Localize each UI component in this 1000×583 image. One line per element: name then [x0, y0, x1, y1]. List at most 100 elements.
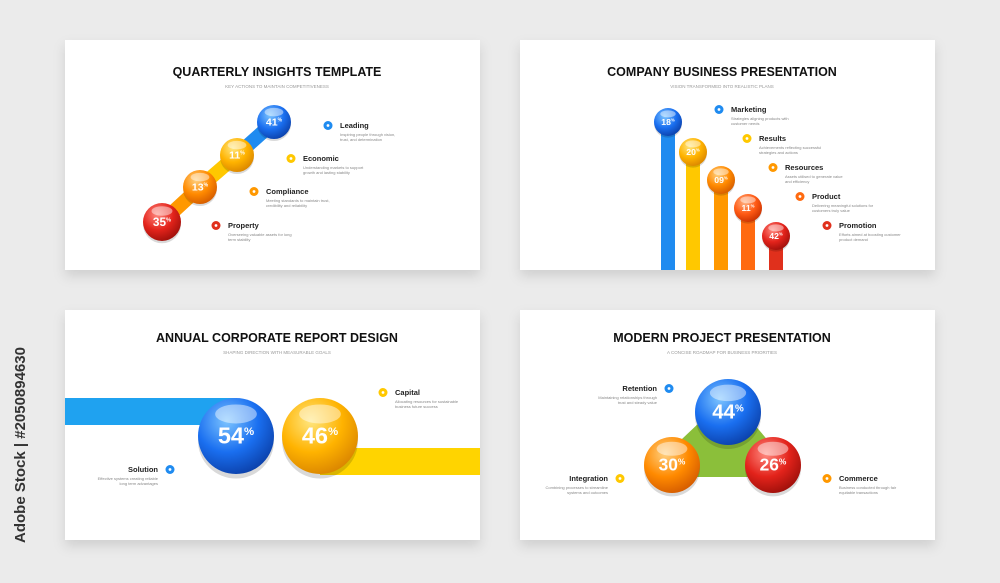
- ball: [734, 194, 762, 222]
- ball: [654, 108, 682, 136]
- item-icon-center: [326, 124, 330, 127]
- item-label: Promotion: [839, 221, 877, 230]
- percent: 41%: [266, 116, 283, 128]
- ball-highlight: [264, 107, 284, 117]
- ball: [220, 138, 254, 172]
- ball-highlight: [660, 110, 676, 118]
- item-description: Achievements reflecting successful: [759, 145, 821, 150]
- slide-subtitle: SHAPING DIRECTION WITH MEASURABLE GOALS: [223, 350, 331, 355]
- item-icon-center: [825, 224, 829, 227]
- item-icon-center: [745, 137, 749, 140]
- percent-value: 46: [302, 423, 328, 449]
- item-description: business future success: [395, 404, 438, 409]
- slide-title: MODERN PROJECT PRESENTATION: [613, 331, 831, 345]
- slide-title: COMPANY BUSINESS PRESENTATION: [607, 65, 837, 79]
- percent: 11%: [742, 203, 755, 213]
- side-credit: Adobe Stock | #2050894630: [12, 347, 29, 543]
- percent-value: 11: [742, 203, 751, 213]
- ball: [707, 166, 735, 194]
- item-description: credibility and reliability: [266, 203, 307, 208]
- percent-unit: %: [328, 426, 338, 438]
- percent-value: 44: [712, 401, 735, 424]
- slide-subtitle: VISION TRANSFORMED INTO REALISTIC PLANS: [670, 84, 774, 89]
- percent: 46%: [302, 423, 338, 449]
- ball-highlight: [709, 384, 747, 402]
- ball-highlight: [740, 196, 756, 204]
- item-description: Combining processes to streamline: [546, 485, 609, 490]
- item-label: Capital: [395, 388, 420, 397]
- ball: [762, 222, 790, 250]
- percent-unit: %: [671, 118, 675, 123]
- percent-value: 20: [686, 147, 696, 157]
- column: [686, 152, 700, 270]
- ball: [143, 203, 181, 241]
- ball: [745, 437, 801, 493]
- item-icon-center: [214, 224, 218, 227]
- item-icon-center: [618, 477, 622, 480]
- percent-unit: %: [166, 218, 171, 224]
- item-label: Compliance: [266, 187, 309, 196]
- ball-highlight: [190, 172, 210, 182]
- item-description: Overseeing valuable assets for long: [228, 232, 292, 237]
- item-icon-center: [771, 166, 775, 169]
- percent: 11%: [229, 149, 245, 161]
- slide-card: [65, 40, 480, 270]
- column: [661, 122, 675, 270]
- item-label: Commerce: [839, 474, 878, 483]
- item-description: long term advantages: [120, 481, 158, 486]
- item-description: equitable transactions: [839, 490, 878, 495]
- item-description: Allocating resources for sustainable: [395, 399, 459, 404]
- item-description: trust and steady value: [618, 400, 658, 405]
- item-icon-center: [798, 195, 802, 198]
- item-label: Property: [228, 221, 260, 230]
- percent: 09%: [714, 175, 728, 185]
- column: [741, 208, 755, 270]
- percent-unit: %: [779, 456, 787, 466]
- ball: [695, 379, 761, 445]
- item-description: Efforts aimed at boosting customer: [839, 232, 901, 237]
- item-icon-center: [825, 477, 829, 480]
- ball: [679, 138, 707, 166]
- item-icon-center: [667, 387, 671, 390]
- ball-highlight: [151, 206, 173, 216]
- item-label: Leading: [340, 121, 369, 130]
- item-label: Solution: [128, 465, 158, 474]
- percent-value: 54: [218, 423, 244, 449]
- item-label: Economic: [303, 154, 339, 163]
- ball: [257, 105, 291, 139]
- percent-value: 42: [769, 231, 779, 241]
- percent-value: 35: [153, 216, 167, 229]
- percent: 54%: [218, 423, 254, 449]
- item-description: Assets utilised to generate value: [785, 174, 843, 179]
- percent: 44%: [712, 401, 744, 424]
- item-icon-center: [252, 190, 256, 193]
- item-description: term stability: [228, 237, 250, 242]
- item-description: Inspiring people through vision,: [340, 132, 395, 137]
- ball: [644, 437, 700, 493]
- item-description: Effective systems creating reliable: [98, 476, 159, 481]
- percent-unit: %: [779, 232, 783, 237]
- ball: [282, 398, 358, 474]
- percent-value: 11: [229, 149, 240, 161]
- item-icon-center: [289, 157, 293, 160]
- ball-highlight: [656, 441, 688, 456]
- percent: 13%: [192, 181, 209, 193]
- percent-unit: %: [696, 148, 700, 153]
- item-description: systems and outcomes: [567, 490, 608, 495]
- item-description: Strategies aligning products with: [731, 116, 789, 121]
- percent: 30%: [659, 455, 686, 475]
- item-label: Retention: [622, 384, 657, 393]
- item-label: Integration: [569, 474, 608, 483]
- ball-highlight: [685, 140, 701, 148]
- percent: 18%: [661, 117, 675, 127]
- item-icon-center: [168, 468, 172, 471]
- item-label: Resources: [785, 163, 823, 172]
- ball-highlight: [768, 224, 784, 232]
- slide-title: ANNUAL CORPORATE REPORT DESIGN: [156, 331, 398, 345]
- item-description: Meeting standards to maintain trust,: [266, 198, 330, 203]
- percent-unit: %: [678, 456, 686, 466]
- item-description: product demand: [839, 237, 868, 242]
- percent-unit: %: [751, 204, 755, 209]
- slide-subtitle: A CONCISE ROADMAP FOR BUSINESS PRIORITIE…: [667, 350, 777, 355]
